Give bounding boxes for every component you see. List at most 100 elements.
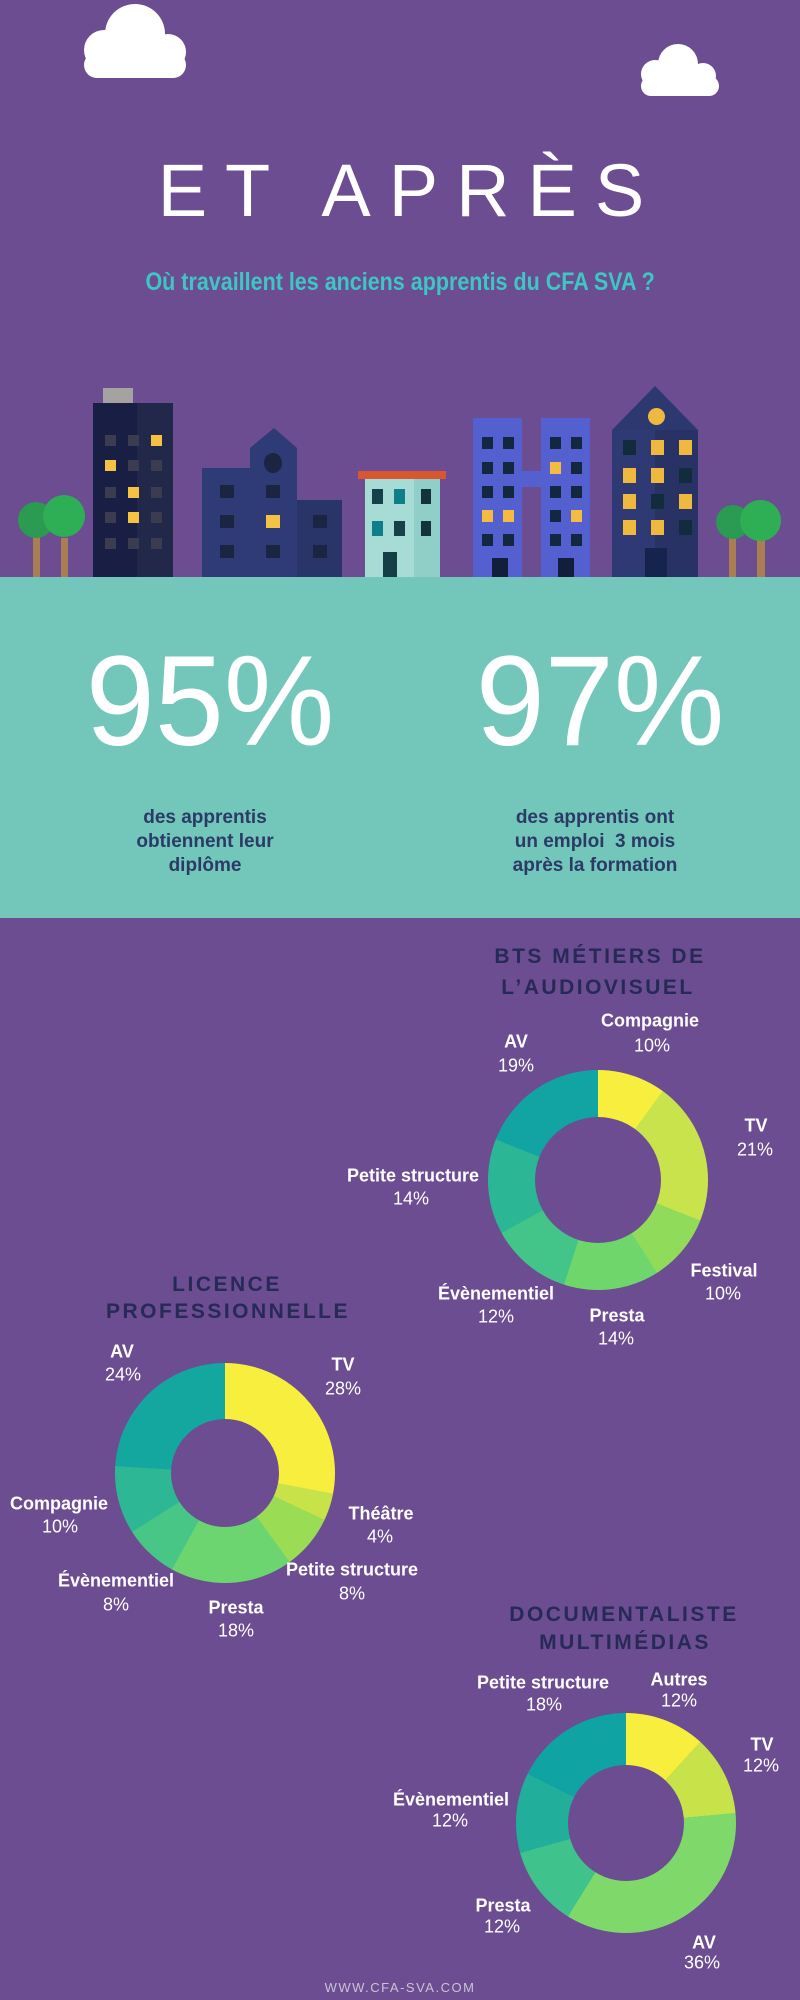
caption-line: des apprentis (143, 807, 267, 828)
footer: WWW.CFA-SVA.COM (0, 1980, 800, 1995)
slice-value: 18% (217, 1620, 255, 1641)
window (503, 462, 514, 474)
window (503, 486, 514, 498)
building-bridge (522, 471, 541, 487)
window (372, 489, 383, 504)
slice-value: 10% (704, 1283, 742, 1304)
building-navy-roof (250, 428, 297, 448)
slice-label: Compagnie (9, 1493, 109, 1514)
building-navy-right-wing (297, 500, 342, 577)
window (313, 515, 327, 528)
building-door (645, 548, 667, 577)
building-door (383, 552, 397, 577)
moon-window-icon (648, 408, 665, 425)
donut-hole (171, 1419, 279, 1527)
slice-label: Presta (589, 1305, 645, 1326)
building-blue-tower-left (473, 418, 522, 577)
window (105, 512, 116, 523)
lit-window (679, 440, 692, 455)
window (151, 538, 162, 549)
lit-window (623, 520, 636, 535)
lit-window (128, 512, 139, 523)
lit-window (651, 520, 664, 535)
slice-value: 10% (633, 1035, 671, 1056)
stat-caption-diploma: des apprentis obtiennent leur diplôme (45, 806, 365, 878)
window (679, 520, 692, 535)
page-title: ET APRÈS (157, 149, 663, 232)
window (313, 545, 327, 558)
caption-line: après la formation (512, 855, 678, 876)
cloud-icon (84, 4, 186, 78)
slice-label: TV (331, 1354, 355, 1375)
lit-window (651, 468, 664, 483)
window (128, 538, 139, 549)
slice-label: TV (744, 1115, 768, 1136)
stat-value-employment: 97% (475, 630, 725, 773)
slice-value: 19% (497, 1055, 535, 1076)
slice-label: AV (110, 1341, 134, 1362)
tree-trunk (61, 538, 68, 580)
window (421, 489, 431, 504)
stat-value-diploma: 95% (85, 630, 335, 773)
slice-label: Compagnie (600, 1010, 700, 1031)
slice-value: 18% (525, 1694, 563, 1715)
slice-value: 8% (338, 1583, 366, 1604)
window (394, 521, 405, 536)
window (151, 512, 162, 523)
window (503, 534, 514, 546)
building-orange-roof (358, 471, 446, 479)
lit-window (482, 510, 493, 522)
window (220, 485, 234, 498)
lit-window (266, 515, 280, 528)
tree-trunk (33, 535, 40, 580)
window (550, 534, 561, 546)
slice-label: Évènementiel (57, 1570, 175, 1591)
page-subtitle: Où travaillent les anciens apprentis du … (0, 268, 800, 297)
window (651, 494, 664, 509)
window (550, 437, 561, 449)
building-door (558, 558, 574, 577)
lit-window (151, 435, 162, 446)
cloud-icon (641, 44, 719, 96)
slice-value: 14% (597, 1328, 635, 1349)
tree-canopy (740, 500, 781, 541)
slice-label: Théâtre (348, 1503, 414, 1524)
tree-canopy (43, 495, 85, 537)
chart-title-doc-line1: DOCUMENTALISTE (509, 1603, 739, 1626)
window (105, 435, 116, 446)
window (482, 462, 493, 474)
window (550, 486, 561, 498)
slice-label: Petite structure (346, 1165, 480, 1186)
window (128, 460, 139, 471)
slice-label: Petite structure (476, 1672, 610, 1693)
caption-line: diplôme (168, 855, 242, 876)
slice-value: 12% (431, 1810, 469, 1831)
caption-line: des apprentis ont (515, 807, 675, 828)
slice-value: 10% (41, 1516, 79, 1537)
window (571, 462, 582, 474)
lit-window (372, 521, 383, 536)
window (421, 521, 431, 536)
lit-window (550, 462, 561, 474)
website-link[interactable]: WWW.CFA-SVA.COM (324, 1980, 476, 1995)
page-subtitle-text: Où travaillent les anciens apprentis du … (145, 268, 655, 296)
caption-line: obtiennent leur (136, 831, 274, 852)
window (151, 487, 162, 498)
tree-trunk (757, 540, 765, 580)
slice-value: 28% (324, 1378, 362, 1399)
lit-window (679, 494, 692, 509)
lit-window (394, 489, 405, 504)
stat-caption-employment: des apprentis ont un emploi 3 mois après… (435, 806, 755, 878)
slice-value: 12% (660, 1690, 698, 1711)
building-chimney (103, 388, 133, 403)
window (266, 485, 280, 498)
donut-hole (535, 1117, 661, 1243)
slice-label: AV (692, 1932, 716, 1953)
window (266, 545, 280, 558)
lit-window (623, 494, 636, 509)
stats-band (0, 577, 800, 918)
slice-label: TV (750, 1734, 774, 1755)
building-round-window (264, 453, 282, 473)
slice-label: Évènementiel (392, 1789, 510, 1810)
window (679, 468, 692, 483)
